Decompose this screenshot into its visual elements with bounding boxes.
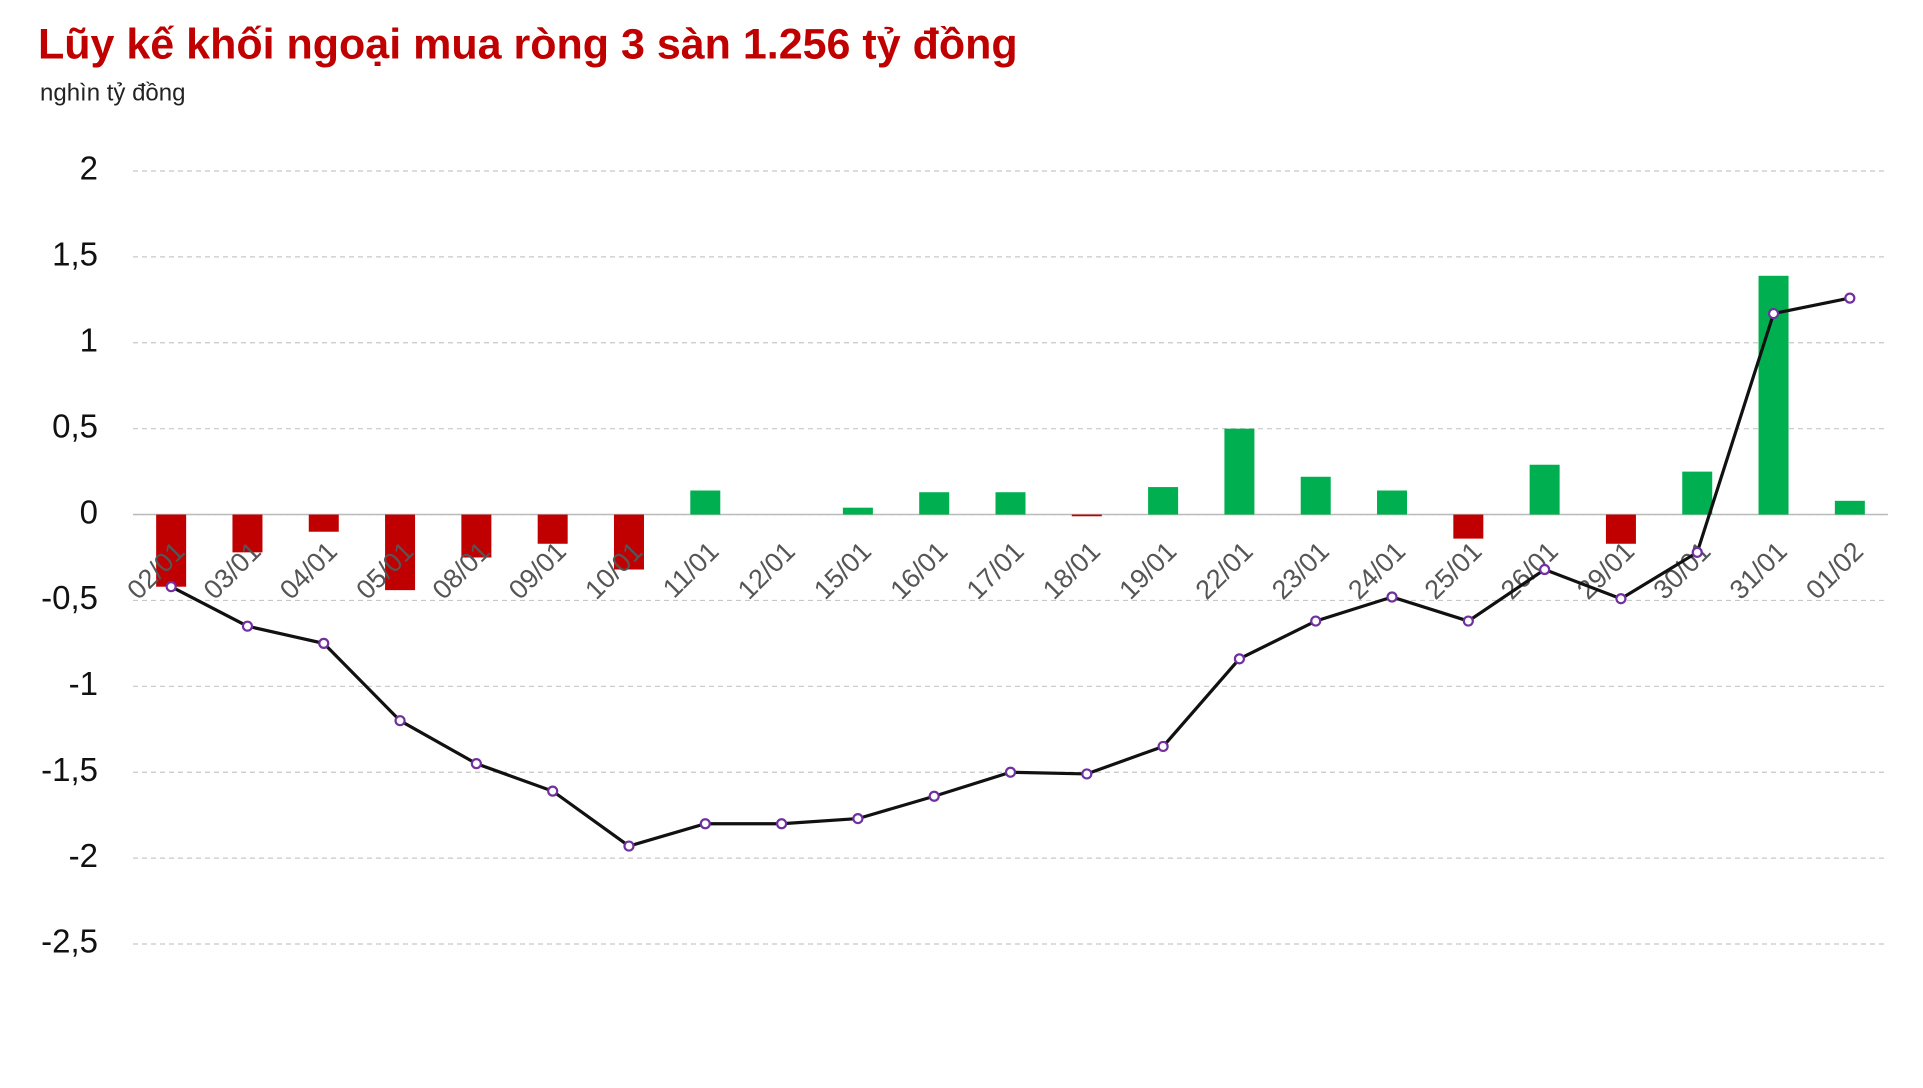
x-tick-label: 22/01 (1190, 536, 1259, 605)
point (928, 790, 940, 802)
point (852, 813, 864, 825)
point (1386, 591, 1398, 603)
y-tick-label: -1 (69, 665, 98, 702)
x-tick-label: 12/01 (732, 536, 801, 605)
point (394, 715, 406, 727)
y-tick-label: -2 (69, 837, 98, 874)
point (470, 758, 482, 770)
point (165, 581, 177, 593)
bar (1605, 514, 1636, 544)
x-tick-label: 19/01 (1113, 536, 1182, 605)
bar (385, 514, 416, 591)
point (1691, 546, 1703, 558)
bar (1300, 476, 1331, 515)
bar (1682, 471, 1713, 515)
bar (1377, 490, 1408, 515)
point (1157, 740, 1169, 753)
x-tick-label: 23/01 (1266, 536, 1335, 605)
point (1081, 768, 1093, 780)
bar (690, 490, 721, 515)
x-tick-label: 11/01 (657, 536, 725, 604)
bar (613, 514, 644, 570)
point (318, 637, 330, 649)
x-tick-label: 24/01 (1342, 536, 1411, 605)
x-tick-label: 09/01 (503, 536, 572, 605)
bar (232, 514, 263, 553)
bar (842, 507, 873, 515)
bar (308, 514, 339, 532)
chart-title: Lũy kế khối ngoại mua ròng 3 sàn 1.256 t… (38, 20, 1018, 68)
point (699, 818, 711, 830)
point (1462, 615, 1474, 627)
y-tick-label: 0 (80, 493, 98, 530)
x-tick-label: 04/01 (274, 536, 343, 605)
point (1004, 766, 1017, 778)
x-tick-label: 25/01 (1419, 536, 1488, 605)
x-tick-label: 30/01 (1648, 536, 1717, 605)
bar (156, 514, 187, 587)
x-tick-label: 15/01 (808, 536, 877, 605)
point (775, 818, 788, 830)
y-tick-label: -1,5 (41, 751, 98, 788)
x-tick-label: 31/01 (1724, 536, 1793, 605)
point (623, 840, 635, 852)
bar (1529, 464, 1560, 515)
bar (1071, 514, 1102, 517)
bar (1453, 514, 1484, 539)
axis-unit: nghìn tỷ đồng (40, 79, 185, 106)
bar (461, 514, 492, 558)
point (1767, 307, 1780, 320)
point (1310, 615, 1322, 627)
point (1233, 653, 1246, 665)
x-tick-label: 18/01 (1037, 536, 1106, 605)
bar (919, 492, 950, 515)
y-tick-label: -0,5 (41, 579, 98, 616)
point (241, 620, 254, 632)
y-tick-label: 2 (80, 150, 98, 187)
bar (1148, 487, 1179, 515)
x-tick-label: 16/01 (884, 536, 953, 605)
y-tick-label: -2,5 (41, 923, 98, 960)
x-tick-label: 01/02 (1800, 536, 1869, 605)
y-tick-label: 1,5 (52, 236, 98, 273)
point (547, 785, 559, 797)
point (1539, 563, 1551, 576)
bar (537, 514, 568, 544)
bar (995, 492, 1026, 515)
point (1844, 292, 1856, 304)
y-tick-label: 1 (80, 321, 98, 358)
point (1615, 593, 1627, 605)
y-tick-label: 0,5 (52, 407, 98, 444)
bar (1224, 428, 1255, 515)
bar (1834, 500, 1865, 515)
x-tick-label: 17/01 (961, 536, 1030, 605)
